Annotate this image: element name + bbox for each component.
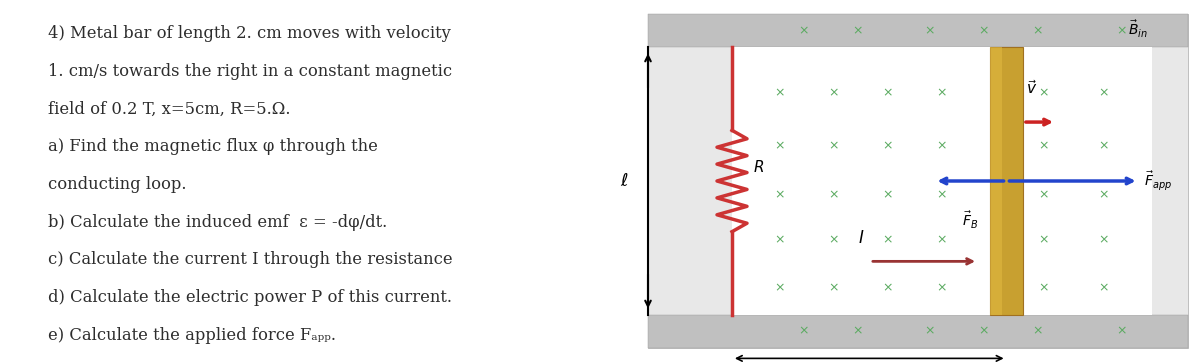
Text: ×: ×	[1099, 188, 1109, 201]
Text: ×: ×	[1033, 24, 1043, 37]
Text: ×: ×	[1039, 233, 1049, 247]
Text: 1. cm/s towards the right in a constant magnetic: 1. cm/s towards the right in a constant …	[48, 63, 452, 80]
Text: ×: ×	[937, 86, 947, 99]
Text: ×: ×	[853, 24, 863, 37]
Bar	[648, 14, 1188, 47]
Text: ×: ×	[1039, 86, 1049, 99]
Text: conducting loop.: conducting loop.	[48, 176, 186, 193]
Text: $R$: $R$	[754, 159, 764, 174]
Text: field of 0.2 T, x=5cm, R=5.Ω.: field of 0.2 T, x=5cm, R=5.Ω.	[48, 101, 290, 118]
Text: ×: ×	[775, 140, 785, 153]
Text: $\vec{F}_{B}$: $\vec{F}_{B}$	[962, 210, 979, 231]
Text: ×: ×	[829, 140, 839, 153]
Text: ×: ×	[829, 233, 839, 247]
Text: ×: ×	[775, 188, 785, 201]
Text: ×: ×	[1099, 282, 1109, 295]
Bar	[648, 315, 1188, 348]
Text: ×: ×	[937, 233, 947, 247]
Text: b) Calculate the induced emf  ε = -dφ/dt.: b) Calculate the induced emf ε = -dφ/dt.	[48, 214, 388, 231]
Text: ×: ×	[775, 86, 785, 99]
Text: ×: ×	[775, 233, 785, 247]
Text: $\vec{F}_{app}$: $\vec{F}_{app}$	[1145, 169, 1172, 193]
Text: ×: ×	[799, 325, 809, 338]
Text: e) Calculate the applied force Fₐₚₚ.: e) Calculate the applied force Fₐₚₚ.	[48, 327, 336, 344]
Text: ×: ×	[979, 325, 989, 338]
Text: ×: ×	[1099, 86, 1109, 99]
Text: d) Calculate the electric power P of this current.: d) Calculate the electric power P of thi…	[48, 289, 452, 306]
Text: ×: ×	[883, 140, 893, 153]
Text: ×: ×	[925, 325, 935, 338]
Text: ×: ×	[829, 86, 839, 99]
Text: ×: ×	[1099, 140, 1109, 153]
Text: ×: ×	[829, 282, 839, 295]
Text: ×: ×	[1117, 24, 1127, 37]
Bar	[990, 47, 1022, 315]
Text: ×: ×	[1039, 188, 1049, 201]
Text: $\ell$: $\ell$	[619, 172, 629, 190]
Text: 4) Metal bar of length 2. cm moves with velocity: 4) Metal bar of length 2. cm moves with …	[48, 25, 451, 42]
Text: ×: ×	[883, 86, 893, 99]
Text: $\vec{B}_{in}$: $\vec{B}_{in}$	[1128, 18, 1148, 40]
Text: ×: ×	[853, 325, 863, 338]
Text: ×: ×	[775, 282, 785, 295]
Text: ×: ×	[937, 188, 947, 201]
Text: ×: ×	[1117, 325, 1127, 338]
Text: ×: ×	[925, 24, 935, 37]
Text: ×: ×	[883, 233, 893, 247]
Text: ×: ×	[883, 188, 893, 201]
Text: c) Calculate the current I through the resistance: c) Calculate the current I through the r…	[48, 251, 452, 268]
Text: ×: ×	[1033, 325, 1043, 338]
Text: a) Find the magnetic flux φ through the: a) Find the magnetic flux φ through the	[48, 138, 378, 155]
Text: ×: ×	[1039, 140, 1049, 153]
Text: ×: ×	[937, 140, 947, 153]
Text: ×: ×	[829, 188, 839, 201]
Text: ×: ×	[937, 282, 947, 295]
Bar	[732, 47, 1152, 315]
Text: ×: ×	[979, 24, 989, 37]
Text: $I$: $I$	[858, 229, 864, 247]
Text: $\vec{v}$: $\vec{v}$	[1026, 79, 1038, 97]
Text: ×: ×	[1099, 233, 1109, 247]
Bar	[990, 47, 1002, 315]
Text: ×: ×	[883, 282, 893, 295]
Text: ×: ×	[799, 24, 809, 37]
Text: ×: ×	[1039, 282, 1049, 295]
